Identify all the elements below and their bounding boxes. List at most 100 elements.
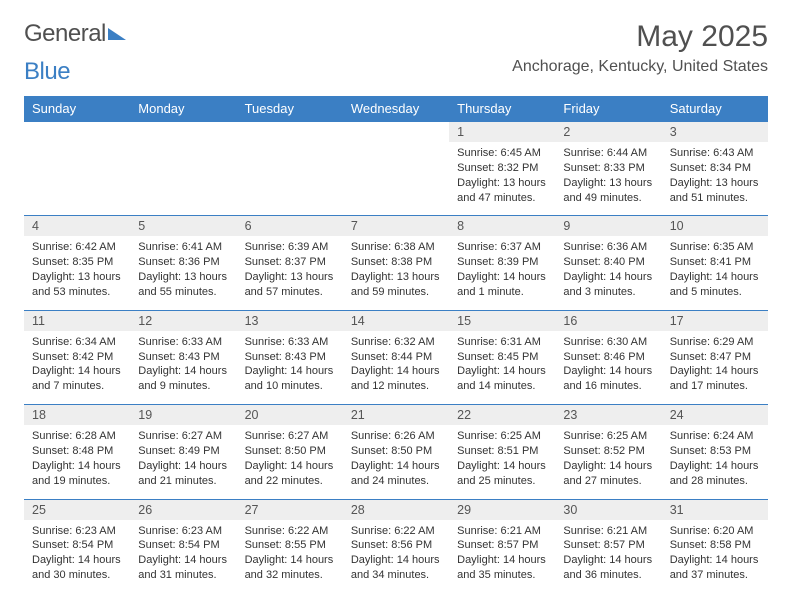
sunset-line: Sunset: 8:56 PM (351, 538, 441, 553)
dayname-header: Thursday (449, 96, 555, 122)
empty-cell (130, 142, 236, 216)
brand-part1: General (24, 20, 106, 48)
day-number: 10 (662, 216, 768, 237)
daylight-line1: Daylight: 13 hours (245, 270, 335, 285)
sunset-line: Sunset: 8:43 PM (138, 350, 228, 365)
daylight-line2: and 37 minutes. (670, 568, 760, 583)
week-daynum-row: 45678910 (24, 216, 768, 237)
day-number: 16 (555, 310, 661, 331)
dayname-header: Monday (130, 96, 236, 122)
daylight-line2: and 3 minutes. (563, 285, 653, 300)
day-details: Sunrise: 6:44 AMSunset: 8:33 PMDaylight:… (555, 142, 661, 216)
sunset-line: Sunset: 8:46 PM (563, 350, 653, 365)
brand-logo: General (24, 20, 126, 48)
month-title: May 2025 (512, 20, 768, 54)
daylight-line2: and 19 minutes. (32, 474, 122, 489)
sunrise-line: Sunrise: 6:24 AM (670, 429, 760, 444)
sunset-line: Sunset: 8:33 PM (563, 161, 653, 176)
empty-cell (237, 142, 343, 216)
daylight-line1: Daylight: 13 hours (138, 270, 228, 285)
day-details: Sunrise: 6:39 AMSunset: 8:37 PMDaylight:… (237, 236, 343, 310)
daylight-line2: and 31 minutes. (138, 568, 228, 583)
daylight-line2: and 59 minutes. (351, 285, 441, 300)
daylight-line1: Daylight: 14 hours (32, 364, 122, 379)
dayname-header: Sunday (24, 96, 130, 122)
sunrise-line: Sunrise: 6:36 AM (563, 240, 653, 255)
daylight-line2: and 34 minutes. (351, 568, 441, 583)
day-details: Sunrise: 6:43 AMSunset: 8:34 PMDaylight:… (662, 142, 768, 216)
daylight-line2: and 49 minutes. (563, 191, 653, 206)
brand-part2: Blue (24, 58, 70, 86)
day-number: 15 (449, 310, 555, 331)
day-number: 7 (343, 216, 449, 237)
day-number: 28 (343, 499, 449, 520)
day-details: Sunrise: 6:22 AMSunset: 8:55 PMDaylight:… (237, 520, 343, 593)
daylight-line1: Daylight: 14 hours (245, 553, 335, 568)
daylight-line1: Daylight: 14 hours (32, 459, 122, 474)
sunset-line: Sunset: 8:55 PM (245, 538, 335, 553)
daylight-line1: Daylight: 13 hours (563, 176, 653, 191)
daylight-line1: Daylight: 14 hours (457, 459, 547, 474)
day-number: 3 (662, 122, 768, 143)
day-details: Sunrise: 6:34 AMSunset: 8:42 PMDaylight:… (24, 331, 130, 405)
sunset-line: Sunset: 8:35 PM (32, 255, 122, 270)
day-number: 17 (662, 310, 768, 331)
day-details: Sunrise: 6:35 AMSunset: 8:41 PMDaylight:… (662, 236, 768, 310)
day-number: 4 (24, 216, 130, 237)
daylight-line2: and 9 minutes. (138, 379, 228, 394)
daylight-line1: Daylight: 14 hours (670, 459, 760, 474)
sunrise-line: Sunrise: 6:45 AM (457, 146, 547, 161)
daylight-line2: and 53 minutes. (32, 285, 122, 300)
daylight-line1: Daylight: 14 hours (245, 364, 335, 379)
day-number: 22 (449, 405, 555, 426)
day-details: Sunrise: 6:26 AMSunset: 8:50 PMDaylight:… (343, 425, 449, 499)
sunrise-line: Sunrise: 6:42 AM (32, 240, 122, 255)
daylight-line2: and 25 minutes. (457, 474, 547, 489)
day-number: 9 (555, 216, 661, 237)
daylight-line2: and 24 minutes. (351, 474, 441, 489)
day-details: Sunrise: 6:41 AMSunset: 8:36 PMDaylight:… (130, 236, 236, 310)
day-details: Sunrise: 6:36 AMSunset: 8:40 PMDaylight:… (555, 236, 661, 310)
week-daynum-row: 123 (24, 122, 768, 143)
daylight-line1: Daylight: 14 hours (32, 553, 122, 568)
day-details: Sunrise: 6:38 AMSunset: 8:38 PMDaylight:… (343, 236, 449, 310)
sunrise-line: Sunrise: 6:37 AM (457, 240, 547, 255)
week-daynum-row: 25262728293031 (24, 499, 768, 520)
sunset-line: Sunset: 8:49 PM (138, 444, 228, 459)
day-number: 31 (662, 499, 768, 520)
daylight-line2: and 1 minute. (457, 285, 547, 300)
day-details: Sunrise: 6:29 AMSunset: 8:47 PMDaylight:… (662, 331, 768, 405)
week-details-row: Sunrise: 6:23 AMSunset: 8:54 PMDaylight:… (24, 520, 768, 593)
daylight-line1: Daylight: 13 hours (670, 176, 760, 191)
day-details: Sunrise: 6:28 AMSunset: 8:48 PMDaylight:… (24, 425, 130, 499)
day-details: Sunrise: 6:24 AMSunset: 8:53 PMDaylight:… (662, 425, 768, 499)
day-details: Sunrise: 6:20 AMSunset: 8:58 PMDaylight:… (662, 520, 768, 593)
day-number: 24 (662, 405, 768, 426)
day-details: Sunrise: 6:23 AMSunset: 8:54 PMDaylight:… (24, 520, 130, 593)
daylight-line1: Daylight: 14 hours (457, 553, 547, 568)
day-details: Sunrise: 6:37 AMSunset: 8:39 PMDaylight:… (449, 236, 555, 310)
day-number: 21 (343, 405, 449, 426)
sunrise-line: Sunrise: 6:22 AM (245, 524, 335, 539)
day-number: 26 (130, 499, 236, 520)
calendar-table: SundayMondayTuesdayWednesdayThursdayFrid… (24, 96, 768, 593)
sunrise-line: Sunrise: 6:25 AM (563, 429, 653, 444)
daylight-line1: Daylight: 14 hours (563, 270, 653, 285)
day-details: Sunrise: 6:21 AMSunset: 8:57 PMDaylight:… (555, 520, 661, 593)
day-number: 14 (343, 310, 449, 331)
sunrise-line: Sunrise: 6:32 AM (351, 335, 441, 350)
daylight-line1: Daylight: 14 hours (351, 364, 441, 379)
sunrise-line: Sunrise: 6:34 AM (32, 335, 122, 350)
daylight-line2: and 47 minutes. (457, 191, 547, 206)
daylight-line2: and 30 minutes. (32, 568, 122, 583)
week-details-row: Sunrise: 6:45 AMSunset: 8:32 PMDaylight:… (24, 142, 768, 216)
sunrise-line: Sunrise: 6:23 AM (32, 524, 122, 539)
day-number: 29 (449, 499, 555, 520)
calendar-header: SundayMondayTuesdayWednesdayThursdayFrid… (24, 96, 768, 122)
day-number: 5 (130, 216, 236, 237)
day-details: Sunrise: 6:31 AMSunset: 8:45 PMDaylight:… (449, 331, 555, 405)
daylight-line2: and 14 minutes. (457, 379, 547, 394)
daylight-line2: and 17 minutes. (670, 379, 760, 394)
empty-cell (24, 142, 130, 216)
empty-cell (343, 122, 449, 143)
